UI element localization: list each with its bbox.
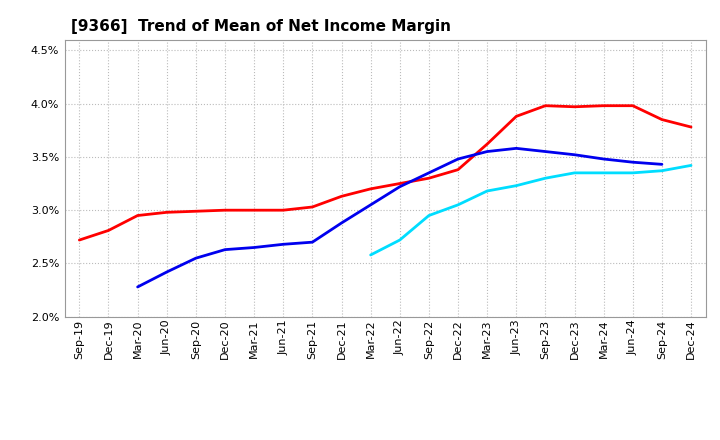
3 Years — [192, 209, 200, 214]
3 Years — [541, 103, 550, 108]
5 Years — [337, 220, 346, 226]
5 Years — [541, 149, 550, 154]
3 Years — [220, 208, 229, 213]
3 Years — [454, 167, 462, 172]
5 Years — [192, 256, 200, 261]
5 Years — [599, 156, 608, 161]
3 Years — [599, 103, 608, 108]
3 Years — [133, 213, 142, 218]
3 Years — [366, 186, 375, 191]
3 Years — [657, 117, 666, 122]
5 Years — [425, 170, 433, 176]
5 Years — [308, 239, 317, 245]
3 Years — [337, 194, 346, 199]
5 Years — [163, 269, 171, 275]
3 Years — [629, 103, 637, 108]
3 Years — [512, 114, 521, 119]
5 Years — [570, 152, 579, 158]
3 Years — [163, 210, 171, 215]
3 Years — [483, 141, 492, 147]
3 Years — [425, 176, 433, 181]
3 Years — [279, 208, 287, 213]
Line: 7 Years: 7 Years — [371, 165, 691, 255]
3 Years — [570, 104, 579, 110]
3 Years — [308, 204, 317, 209]
3 Years — [395, 181, 404, 186]
5 Years — [220, 247, 229, 252]
7 Years — [629, 170, 637, 176]
5 Years — [250, 245, 258, 250]
7 Years — [687, 163, 696, 168]
5 Years — [133, 284, 142, 290]
5 Years — [454, 156, 462, 161]
3 Years — [250, 208, 258, 213]
7 Years — [657, 168, 666, 173]
7 Years — [366, 252, 375, 257]
7 Years — [570, 170, 579, 176]
7 Years — [454, 202, 462, 208]
5 Years — [512, 146, 521, 151]
7 Years — [541, 176, 550, 181]
7 Years — [395, 238, 404, 243]
7 Years — [599, 170, 608, 176]
7 Years — [512, 183, 521, 188]
3 Years — [687, 125, 696, 130]
5 Years — [279, 242, 287, 247]
5 Years — [366, 202, 375, 208]
7 Years — [483, 188, 492, 194]
Line: 5 Years: 5 Years — [138, 148, 662, 287]
5 Years — [395, 184, 404, 189]
Text: [9366]  Trend of Mean of Net Income Margin: [9366] Trend of Mean of Net Income Margi… — [71, 19, 451, 34]
Line: 3 Years: 3 Years — [79, 106, 691, 240]
3 Years — [75, 238, 84, 243]
5 Years — [483, 149, 492, 154]
3 Years — [104, 228, 113, 233]
5 Years — [657, 161, 666, 167]
7 Years — [425, 213, 433, 218]
5 Years — [629, 160, 637, 165]
